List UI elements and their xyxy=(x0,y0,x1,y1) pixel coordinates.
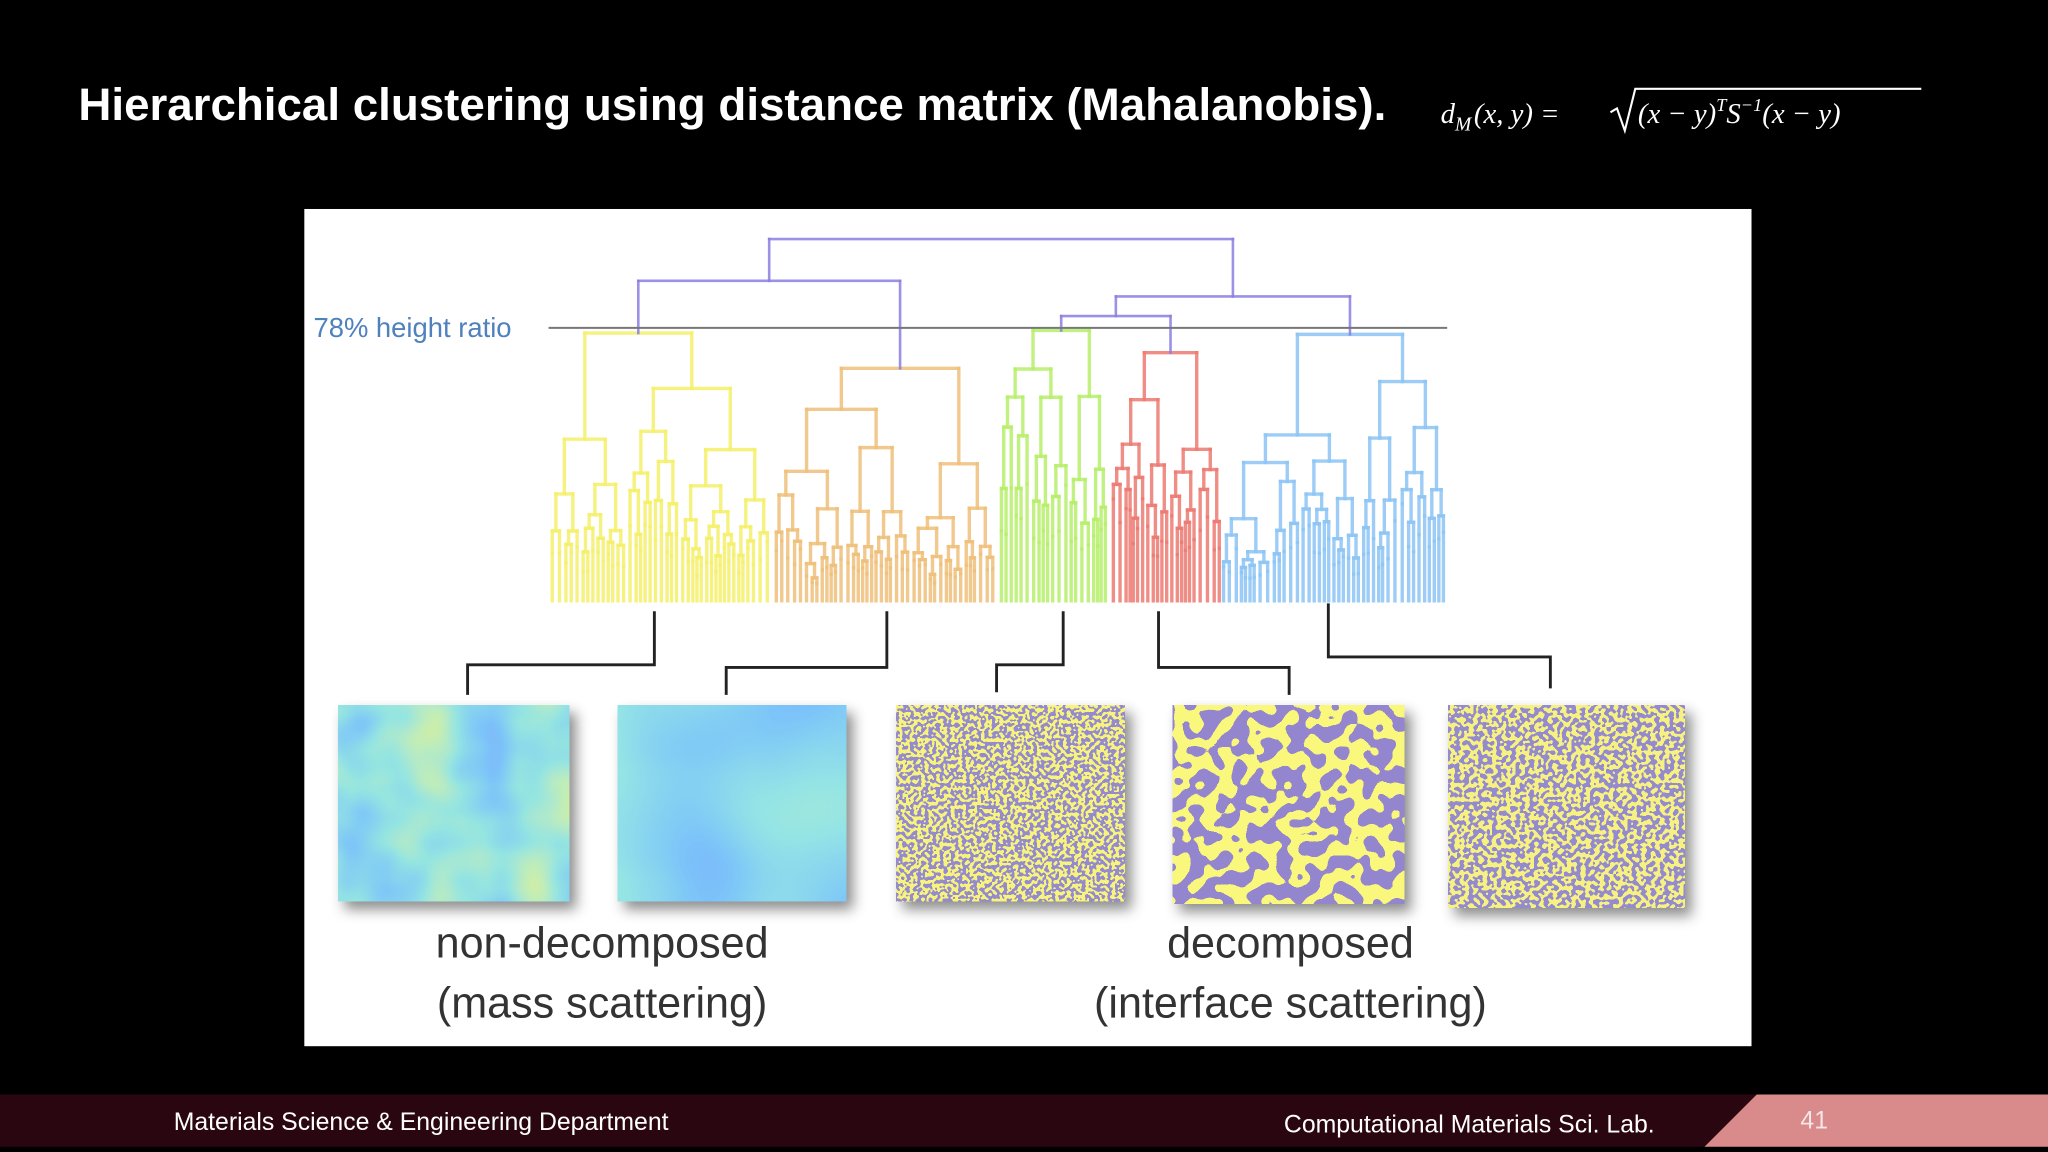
microstructure-image xyxy=(1448,705,1685,908)
slide-title: Hierarchical clustering using distance m… xyxy=(78,79,1386,130)
microstructure-image xyxy=(896,705,1125,902)
group-sublabel: (interface scattering) xyxy=(1094,979,1487,1027)
connector xyxy=(995,611,1065,693)
microstructure-images xyxy=(338,705,1685,908)
formula-subscript: M xyxy=(1454,115,1473,136)
connector xyxy=(466,611,656,695)
group-label: decomposed xyxy=(1167,919,1414,967)
radical-sign xyxy=(1609,87,1922,135)
threshold-label: 78% height ratio xyxy=(313,312,511,343)
formula-args: (x, y) = xyxy=(1474,98,1560,130)
formula-sup-inv: −1 xyxy=(1741,95,1762,115)
group-labels: non-decomposed (mass scattering) decompo… xyxy=(436,919,1487,1027)
dendrogram xyxy=(550,237,1446,603)
footer-department: Materials Science & Engineering Departme… xyxy=(174,1109,669,1136)
footer-accent xyxy=(1704,1094,2048,1147)
microstructure-image xyxy=(1172,705,1405,904)
formula-s: S xyxy=(1726,98,1740,130)
microstructure-image xyxy=(338,705,570,902)
formula-radicand-a: (x − y) xyxy=(1638,98,1716,130)
connectors xyxy=(466,603,1552,695)
footer-bar xyxy=(0,1094,2048,1147)
page-number: 41 xyxy=(1800,1107,1828,1134)
figure: 78% height ratio non-decomposed (mass sc… xyxy=(304,208,1752,1047)
formula-d: d xyxy=(1441,98,1456,130)
connector xyxy=(724,611,889,695)
formula-radicand: (x − y)TS−1(x − y) xyxy=(1638,95,1841,130)
group-label: non-decomposed xyxy=(436,919,769,967)
microstructure-image xyxy=(617,705,847,902)
formula-sup-t: T xyxy=(1716,95,1728,115)
connector xyxy=(1326,603,1552,689)
formula-radicand-b: (x − y) xyxy=(1762,98,1840,130)
group-sublabel: (mass scattering) xyxy=(437,979,767,1027)
footer-lab: Computational Materials Sci. Lab. xyxy=(1284,1111,1655,1138)
formula-lhs: dM (x, y) = xyxy=(1441,98,1560,136)
connector xyxy=(1157,611,1291,695)
